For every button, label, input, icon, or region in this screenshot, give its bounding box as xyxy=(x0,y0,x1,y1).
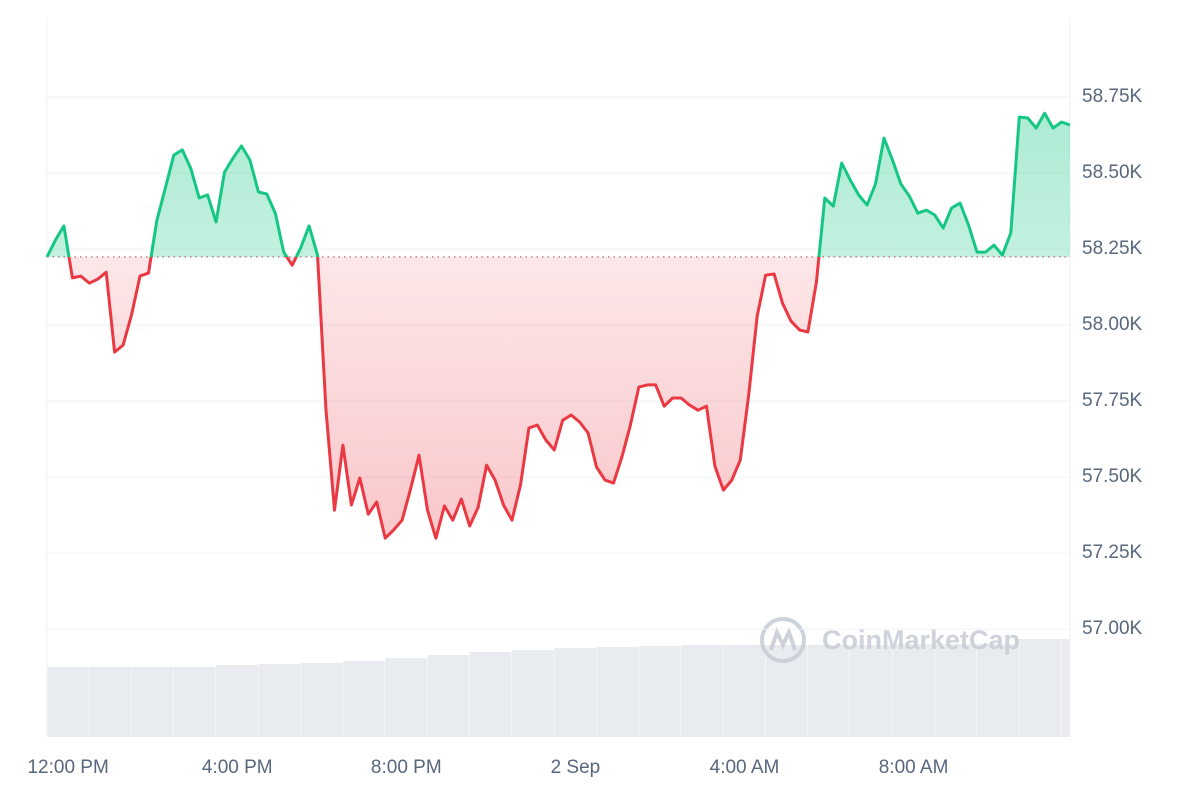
y-tick-label: 57.50K xyxy=(1082,466,1143,487)
line-layer xyxy=(45,111,1071,540)
x-tick-label: 4:00 PM xyxy=(202,757,273,778)
y-tick-label: 58.50K xyxy=(1082,162,1143,183)
x-tick-label: 12:00 PM xyxy=(27,757,108,778)
watermark: CoinMarketCap xyxy=(760,617,1020,663)
volume-bar xyxy=(131,667,174,737)
volume-bar xyxy=(850,645,892,737)
volume-bar xyxy=(638,646,681,737)
x-tick-label: 8:00 PM xyxy=(371,757,442,778)
x-tick-label: 8:00 AM xyxy=(879,757,949,778)
volume-bar xyxy=(89,667,132,737)
volume-bar xyxy=(1019,639,1062,737)
watermark-logo xyxy=(760,617,806,663)
volume-bar xyxy=(300,663,343,737)
price-line-up xyxy=(45,111,1071,257)
volume-bar xyxy=(596,647,639,737)
x-tick-label: 2 Sep xyxy=(551,757,601,778)
y-tick-label: 57.00K xyxy=(1082,618,1143,639)
area-down xyxy=(47,256,819,539)
volume-bar xyxy=(1061,639,1070,737)
volume-bar xyxy=(892,644,935,737)
volume-bar xyxy=(554,648,597,737)
volume-bar xyxy=(216,665,258,737)
volume-bar xyxy=(469,652,512,737)
volume-bar xyxy=(47,667,89,737)
y-tick-label: 58.75K xyxy=(1082,86,1143,107)
watermark-logo xyxy=(769,626,797,651)
watermark-text: CoinMarketCap xyxy=(822,625,1020,655)
volume-bar xyxy=(427,655,470,737)
y-tick-label: 57.75K xyxy=(1082,390,1143,411)
volume-bar xyxy=(512,650,554,737)
volume-bar xyxy=(807,645,850,737)
volume-bar xyxy=(385,658,427,737)
y-tick-label: 57.25K xyxy=(1082,542,1143,563)
y-tick-label: 58.00K xyxy=(1082,314,1143,335)
volume-bar xyxy=(258,664,301,737)
y-tick-label: 58.25K xyxy=(1082,238,1143,259)
volume-bar xyxy=(342,661,385,737)
x-tick-label: 4:00 AM xyxy=(710,757,780,778)
area-up xyxy=(47,113,1070,257)
volume-bar xyxy=(681,645,723,737)
volume-layer xyxy=(47,639,1070,737)
volume-bar xyxy=(934,644,977,737)
grid-layer: 57.00K 57.25K 57.50K 57.75K 58.00K 58.25K 58.5… xyxy=(27,86,1142,778)
volume-bar xyxy=(173,667,216,737)
volume-bar xyxy=(723,645,766,737)
volume-bar xyxy=(977,644,1019,737)
price-line-down xyxy=(46,256,821,540)
